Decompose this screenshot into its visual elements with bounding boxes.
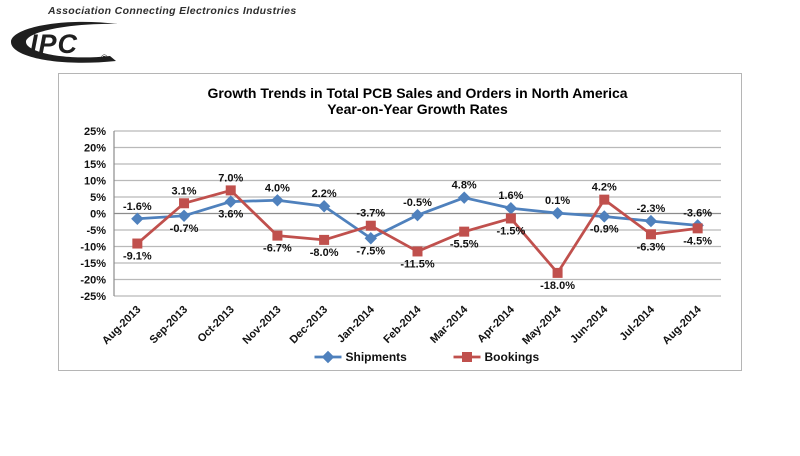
data-label-shipments: -7.5% — [356, 245, 385, 257]
data-label-bookings: -3.7% — [356, 208, 385, 220]
data-label-shipments: -3.6% — [683, 207, 712, 219]
data-label-shipments: -0.5% — [403, 197, 432, 209]
data-label-bookings: 4.2% — [592, 182, 617, 194]
ipc-logo: IPC ® — [11, 21, 118, 63]
ipc-swoosh-icon — [11, 21, 118, 63]
data-label-shipments: 4.0% — [265, 182, 290, 194]
chart-subtitle: Year-on-Year Growth Rates — [327, 101, 508, 117]
y-tick-label: -20% — [80, 275, 106, 287]
y-tick-label: 10% — [84, 176, 106, 188]
legend-marker-bookings — [462, 352, 472, 362]
marker-shipments — [644, 214, 658, 228]
marker-shipments — [224, 195, 237, 208]
x-category-label: Jan-2014 — [335, 303, 377, 345]
x-category-label: Jul-2014 — [617, 303, 657, 343]
marker-bookings — [365, 220, 376, 231]
marker-shipments — [271, 194, 284, 207]
x-category-label: May-2014 — [520, 303, 564, 347]
data-label-shipments: 2.2% — [312, 188, 337, 200]
x-category-label: Mar-2014 — [428, 303, 471, 346]
legend-label-shipments: Shipments — [346, 350, 408, 364]
marker-shipments — [411, 208, 424, 222]
x-category-label: Aug-2014 — [660, 303, 704, 347]
x-category-label: Nov-2013 — [240, 304, 283, 347]
data-label-bookings: -8.0% — [310, 247, 339, 259]
marker-shipments — [364, 232, 378, 245]
y-tick-label: 20% — [84, 143, 106, 155]
marker-shipments — [177, 209, 191, 223]
x-category-label: Jun-2014 — [568, 303, 611, 346]
x-category-label: Apr-2014 — [475, 303, 517, 345]
marker-shipments — [457, 191, 471, 204]
marker-bookings — [599, 194, 610, 205]
data-label-shipments: 3.6% — [218, 209, 243, 221]
marker-bookings — [552, 267, 563, 278]
chart-frame: Growth Trends in Total PCB Sales and Ord… — [58, 73, 742, 371]
data-label-shipments: -1.6% — [123, 201, 152, 213]
x-category-label: Dec-2013 — [288, 304, 331, 347]
data-label-bookings: 7.0% — [218, 172, 243, 184]
data-label-shipments: -0.9% — [590, 223, 619, 235]
marker-bookings — [459, 226, 470, 237]
marker-bookings — [179, 198, 190, 209]
data-label-shipments: 1.6% — [498, 190, 523, 202]
marker-shipments — [131, 212, 144, 225]
ipc-registered-mark: ® — [101, 53, 108, 63]
data-label-bookings: -6.7% — [263, 243, 292, 255]
marker-bookings — [225, 185, 236, 196]
chart-title: Growth Trends in Total PCB Sales and Ord… — [207, 85, 628, 101]
data-label-bookings: -11.5% — [400, 258, 434, 270]
marker-shipments — [504, 202, 518, 215]
marker-bookings — [412, 246, 423, 257]
data-label-bookings: -4.5% — [683, 235, 712, 247]
x-category-label: Feb-2014 — [381, 303, 424, 346]
marker-shipments — [598, 210, 611, 223]
x-category-label: Oct-2013 — [195, 304, 236, 345]
y-tick-label: -10% — [80, 242, 106, 254]
data-label-bookings: -9.1% — [123, 251, 152, 263]
marker-bookings — [272, 230, 283, 241]
y-tick-label: 0% — [90, 209, 106, 221]
data-label-shipments: -2.3% — [637, 203, 666, 215]
y-tick-label: 25% — [84, 126, 106, 138]
marker-bookings — [132, 238, 143, 249]
data-label-shipments: 0.1% — [545, 195, 570, 207]
data-label-shipments: 4.8% — [452, 180, 477, 192]
marker-bookings — [505, 213, 516, 224]
legend-label-bookings: Bookings — [485, 350, 540, 364]
y-tick-label: -15% — [80, 258, 106, 270]
y-tick-label: 5% — [90, 192, 106, 204]
legend-marker-shipments — [321, 350, 335, 364]
ipc-logo-text: IPC — [30, 29, 78, 59]
x-category-label: Aug-2013 — [100, 304, 144, 348]
marker-shipments — [551, 206, 564, 220]
marker-bookings — [692, 223, 703, 234]
data-label-bookings: -5.5% — [450, 239, 479, 251]
y-tick-label: -25% — [80, 291, 106, 303]
data-label-bookings: 3.1% — [171, 185, 196, 197]
data-label-bookings: -6.3% — [637, 241, 666, 253]
ipc-tagline: Association Connecting Electronics Indus… — [48, 5, 297, 17]
y-tick-label: -5% — [86, 225, 106, 237]
data-label-shipments: -0.7% — [170, 223, 199, 235]
data-label-bookings: -18.0% — [540, 280, 575, 292]
line-chart: -25% -20% -15% -10% -5% 0% 5% 10% 15% 20% 25% Aug-2… — [80, 126, 721, 364]
x-category-label: Sep-2013 — [148, 304, 191, 347]
data-label-bookings: -1.5% — [497, 225, 526, 237]
marker-bookings — [319, 234, 330, 245]
marker-shipments — [317, 200, 331, 213]
y-tick-label: 15% — [84, 159, 106, 171]
marker-bookings — [645, 229, 656, 240]
